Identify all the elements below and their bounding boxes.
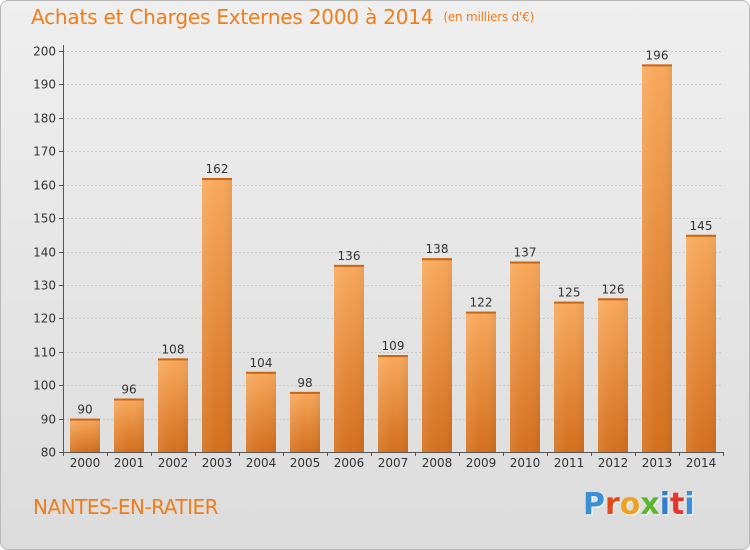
bar-shine [70,418,100,452]
logo-letter: r [605,487,620,522]
data-label: 137 [514,246,537,260]
y-tick-label: 160 [33,179,56,193]
data-label: 138 [426,242,449,256]
bar-shine [114,398,144,452]
data-label: 104 [250,356,273,370]
bar-shine [334,264,364,452]
bar-top-edge [246,371,276,374]
y-tick-label: 180 [33,112,56,126]
data-label: 125 [558,286,581,300]
bar-shine [290,391,320,452]
y-tick-label: 100 [33,379,56,393]
chart-title-text: Achats et Charges Externes 2000 à 2014 [31,5,434,29]
bar-shine [466,311,496,452]
bar-shine [202,178,232,452]
x-tick-label: 2009 [466,456,497,470]
chart-title: Achats et Charges Externes 2000 à 2014 (e… [31,5,534,29]
y-tick-label: 130 [33,279,56,293]
bars [70,64,716,453]
x-tick-label: 2000 [70,456,101,470]
data-labels: 90 96 108 162 104 98 136 109 138 122 137 125 126 196 1… [77,48,712,416]
logo-letter: x [640,487,660,522]
data-label: 145 [690,219,713,233]
bar-shine [510,261,540,452]
bar-top-edge [202,178,232,180]
bar-top-edge [466,311,496,314]
bar-shine [158,358,188,452]
bar-shine [554,301,584,452]
x-tick-label: 2005 [290,456,321,470]
x-tick-label: 2006 [334,456,365,470]
bar-shine [378,355,408,452]
bar-shine [422,258,452,452]
y-tick-label: 190 [33,78,56,92]
town-name: NANTES-EN-RATIER [33,495,219,519]
data-label: 96 [121,383,136,397]
y-tick-label: 90 [41,413,56,427]
bar-shine [686,234,716,452]
data-label: 108 [162,342,185,356]
y-tick-label: 170 [33,145,56,159]
y-tick-label: 150 [33,212,56,226]
data-label: 162 [206,162,229,176]
logo-letter: t [670,487,685,522]
x-tick-label: 2007 [378,456,409,470]
y-tick-label: 200 [33,45,56,59]
data-label: 122 [470,296,493,310]
data-label: 109 [382,339,405,353]
bar-top-edge [334,264,364,267]
x-tick-label: 2014 [686,456,717,470]
x-tick-label: 2004 [246,456,277,470]
y-tick-label: 80 [41,446,56,460]
bar-top-edge [70,418,100,421]
y-tick-label: 120 [33,312,56,326]
x-tick-label: 2002 [158,456,189,470]
logo-letter: i [659,487,671,522]
data-label: 196 [646,48,669,62]
bar-top-edge [114,398,144,401]
x-tick-label: 2013 [642,456,673,470]
logo-letter: P [583,487,605,522]
bar-top-edge [598,298,628,301]
data-label: 90 [77,403,92,417]
bar-top-edge [686,234,716,237]
bar-top-edge [554,301,584,304]
bar-shine [598,298,628,452]
bar-top-edge [378,355,408,358]
proxiti-logo[interactable]: Proxiti [583,487,695,522]
logo-letter: o [619,487,641,522]
x-tick-label: 2008 [422,456,453,470]
bar-shine [246,371,276,452]
x-tick-label: 2011 [554,456,585,470]
axes: 80 90 100 110 120 130 140 150 160 170 180 190 200 200… [33,45,724,470]
logo-letter: i [684,487,695,522]
data-label: 126 [602,282,625,296]
chart-unit: (en milliers d'€) [443,10,535,24]
bar-top-edge [422,258,452,261]
bar-top-edge [642,64,672,67]
data-label: 136 [338,249,361,263]
y-tick-label: 140 [33,246,56,260]
bar-top-edge [290,391,320,394]
x-tick-label: 2010 [510,456,541,470]
bar-top-edge [158,358,188,361]
bar-top-edge [510,261,540,264]
bar-shine [642,64,672,453]
y-tick-label: 110 [33,346,56,360]
x-tick-label: 2001 [114,456,145,470]
x-tick-label: 2003 [202,456,233,470]
x-tick-label: 2012 [598,456,629,470]
data-label: 98 [297,376,312,390]
